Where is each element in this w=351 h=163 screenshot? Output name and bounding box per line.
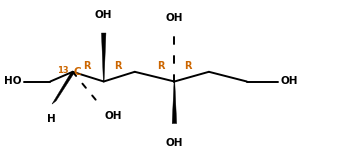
Text: HO: HO (4, 76, 22, 87)
Text: OH: OH (281, 76, 298, 87)
Text: R: R (185, 61, 192, 71)
Text: OH: OH (105, 111, 122, 121)
Polygon shape (52, 73, 74, 104)
Text: H: H (47, 114, 55, 124)
Text: R: R (157, 61, 164, 71)
Text: 13: 13 (57, 67, 68, 75)
Text: OH: OH (95, 10, 112, 20)
Polygon shape (101, 33, 106, 82)
Text: C: C (74, 67, 81, 77)
Text: OH: OH (166, 13, 183, 23)
Polygon shape (172, 82, 177, 124)
Text: OH: OH (166, 138, 183, 148)
Text: R: R (114, 61, 121, 71)
Text: R: R (84, 61, 91, 71)
